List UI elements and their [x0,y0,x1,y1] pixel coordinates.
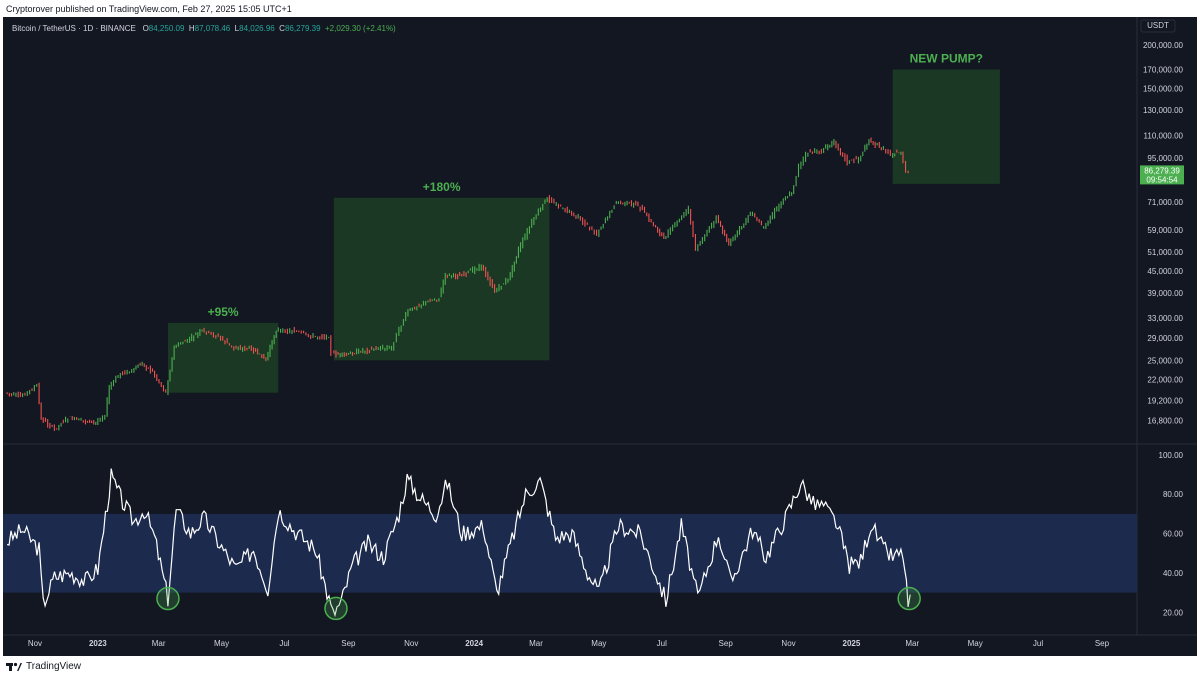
rsi-highlight-circle [324,596,348,621]
price-tick-label: 51,000.00 [1147,248,1183,257]
date-tick-label: 2023 [89,639,107,648]
footer-bar: TradingView [0,656,1200,677]
close-value: 86,279.39 [284,24,321,33]
date-tick-label: May [591,639,606,648]
open-value: 84,250.09 [148,24,185,33]
price-tick-label: 200,000.00 [1143,41,1184,50]
rsi-tick-label: 40.00 [1163,569,1184,578]
tradingview-icon [6,662,22,671]
date-tick-label: Nov [781,639,795,648]
low-value: 84,026.96 [239,24,275,33]
rsi-tick-label: 80.00 [1163,490,1184,499]
countdown-label: 09:54:54 [1146,175,1178,184]
price-tick-label: 170,000.00 [1143,65,1184,74]
rsi-tick-label: 60.00 [1163,530,1184,539]
change-value: +2,029.30 (+2.41%) [325,24,396,33]
rsi-highlight-circle [897,586,921,611]
btc-chart[interactable]: +95% +180% NEW PUMP? 200,000.00 170,000.00 15… [3,17,1197,656]
date-tick-label: Jul [1033,639,1043,648]
high-value: 87,078.46 [194,24,231,33]
price-tick-label: 39,000.00 [1147,289,1183,298]
price-tick-label: 22,000.00 [1147,376,1183,385]
rsi-highlight-circle [156,586,180,611]
rsi-band [3,513,1137,593]
price-tick-label: 130,000.00 [1143,106,1184,115]
date-tick-label: 2024 [465,639,483,648]
publish-header: Cryptorover published on TradingView.com… [0,0,1200,17]
price-tick-label: 45,000.00 [1147,267,1183,276]
current-price-tag [1140,165,1184,185]
range-box-label-1: +180% [423,180,461,194]
range-box-label-0: +95% [208,305,239,319]
price-tick-label: 150,000.00 [1143,84,1184,93]
high-label: H [188,24,195,33]
open-label: O [142,24,149,33]
currency-button[interactable] [1140,19,1176,33]
low-label: L [234,24,240,33]
price-tick-label: 16,800.00 [1147,417,1183,426]
price-tick-label: 33,000.00 [1147,314,1183,323]
price-tick-label: 29,000.00 [1147,334,1183,343]
date-tick-label: Nov [404,639,418,648]
published-text: Cryptorover published on TradingView.com… [6,3,292,14]
rsi-line [6,468,911,618]
rsi-tick-label: 100.00 [1159,451,1184,460]
price-tick-label: 59,000.00 [1147,226,1183,235]
price-tick-label: 71,000.00 [1147,198,1183,207]
tradingview-logo[interactable]: TradingView [6,661,81,672]
price-tick-label: 95,000.00 [1147,154,1183,163]
date-tick-label: Mar [152,639,166,648]
symbol-title: Bitcoin / TetherUS · 1D · BINANCE [12,24,136,33]
date-tick-label: Sep [341,639,356,648]
close-label: C [279,24,285,33]
currency-label: USDT [1147,21,1169,30]
date-tick-label: Nov [28,639,42,648]
date-tick-label: Jul [279,639,289,648]
date-tick-label: Sep [719,639,734,648]
range-box-1[interactable] [333,197,550,361]
chart-frame[interactable]: +95% +180% NEW PUMP? 200,000.00 170,000.00 15… [3,17,1197,656]
price-tick-label: 25,000.00 [1147,356,1183,365]
date-tick-label: Mar [905,639,919,648]
price-tick-label: 110,000.00 [1144,132,1184,141]
range-box-0[interactable] [167,322,279,393]
rsi-tick-label: 20.00 [1163,608,1184,617]
symbol-legend: Bitcoin / TetherUS · 1D · BINANCE O84,25… [12,24,396,33]
date-tick-label: Sep [1095,639,1110,648]
price-tick-label: 19,200.00 [1147,396,1183,405]
range-box-label-2: NEW PUMP? [910,51,983,65]
date-tick-label: May [214,639,229,648]
date-tick-label: 2025 [843,639,861,648]
brand-name: TradingView [26,661,82,672]
range-box-2[interactable] [892,69,1000,184]
date-tick-label: Mar [529,639,543,648]
date-tick-label: Jul [657,639,667,648]
candles [6,137,909,431]
date-tick-label: May [968,639,983,648]
current-price-label: 86,279.39 [1144,166,1180,175]
